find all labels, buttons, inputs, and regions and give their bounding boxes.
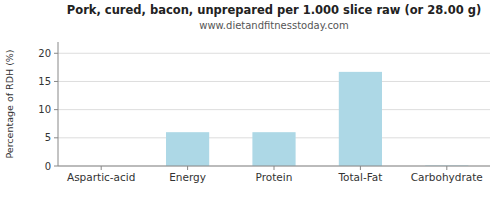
y-tick bbox=[54, 109, 58, 110]
x-tick-label: Total-Fat bbox=[337, 171, 382, 183]
grid-line bbox=[58, 81, 490, 82]
y-tick-label: 15 bbox=[38, 76, 51, 87]
y-tick-label: 20 bbox=[38, 48, 51, 59]
x-axis: Aspartic-acid Energy Protein Total-Fat Carbo… bbox=[67, 166, 483, 183]
y-tick bbox=[54, 81, 58, 82]
y-tick-label: 0 bbox=[45, 161, 51, 172]
grid-line bbox=[58, 109, 490, 110]
bar bbox=[339, 72, 382, 166]
x-tick bbox=[101, 166, 102, 170]
y-tick bbox=[54, 137, 58, 138]
grid-line bbox=[58, 53, 490, 54]
chart: Pork, cured, bacon, unprepared per 1.000… bbox=[0, 0, 500, 200]
title: Pork, cured, bacon, unprepared per 1.000… bbox=[67, 3, 481, 17]
y-axis: 0 5 10 15 20 bbox=[38, 48, 490, 172]
chart-container: Pork, cured, bacon, unprepared per 1.000… bbox=[0, 0, 500, 200]
bar bbox=[252, 132, 295, 166]
subtitle: www.dietandfitnesstoday.com bbox=[199, 20, 348, 31]
x-tick-label: Energy bbox=[169, 171, 206, 183]
x-tick-label: Carbohydrate bbox=[411, 171, 483, 183]
x-tick-label: Aspartic-acid bbox=[67, 171, 135, 183]
y-axis-label: Percentage of RDH (%) bbox=[4, 49, 15, 158]
bar bbox=[166, 132, 209, 166]
x-tick-label: Protein bbox=[256, 171, 293, 183]
y-axis-line bbox=[58, 42, 59, 166]
x-tick bbox=[446, 166, 447, 170]
y-tick bbox=[54, 166, 58, 167]
y-tick-label: 10 bbox=[38, 104, 51, 115]
y-tick bbox=[54, 53, 58, 54]
x-tick bbox=[187, 166, 188, 170]
y-tick-label: 5 bbox=[45, 132, 51, 143]
x-tick bbox=[360, 166, 361, 170]
x-tick bbox=[274, 166, 275, 170]
bars bbox=[166, 72, 468, 166]
